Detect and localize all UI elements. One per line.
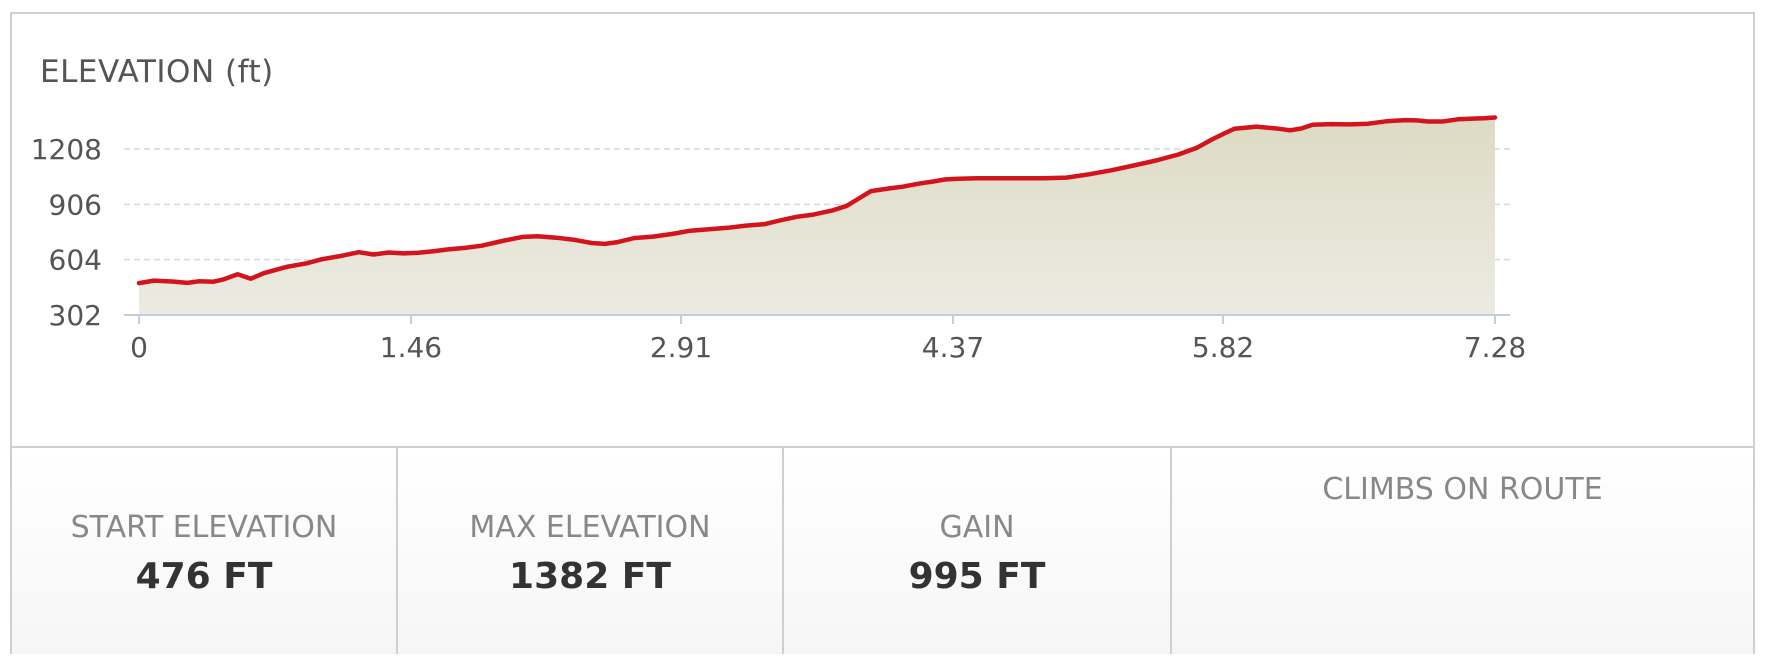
elevation-chart: ELEVATION (ft) 302 604 906 1208 0 1.46 2.91 4.3… bbox=[12, 14, 1753, 446]
stat-label: MAX ELEVATION bbox=[469, 510, 711, 545]
y-tick-label: 604 bbox=[49, 244, 102, 277]
x-tick-label: 7.28 bbox=[1464, 331, 1526, 364]
y-tick-label: 302 bbox=[49, 299, 102, 332]
x-tick-label: 1.46 bbox=[380, 331, 442, 364]
x-tick-label: 2.91 bbox=[650, 331, 712, 364]
elevation-line bbox=[136, 115, 1498, 286]
x-tick-label: 4.37 bbox=[922, 331, 984, 364]
stat-value: 1382 FT bbox=[509, 556, 671, 597]
y-tick-label: 1208 bbox=[31, 133, 102, 166]
stats-bar: START ELEVATION 476 FT MAX ELEVATION 138… bbox=[12, 446, 1753, 654]
climbs-label: CLIMBS ON ROUTE bbox=[1322, 472, 1603, 507]
elevation-area bbox=[139, 117, 1495, 315]
stat-start-elevation: START ELEVATION 476 FT bbox=[12, 448, 398, 654]
x-tick-label: 0 bbox=[130, 331, 148, 364]
stat-max-elevation: MAX ELEVATION 1382 FT bbox=[398, 448, 784, 654]
x-tick-label: 5.82 bbox=[1192, 331, 1254, 364]
climbs-on-route: CLIMBS ON ROUTE bbox=[1172, 448, 1753, 654]
stat-label: START ELEVATION bbox=[70, 510, 338, 545]
stat-value: 476 FT bbox=[135, 556, 273, 597]
y-tick-label: 906 bbox=[49, 188, 102, 221]
chart-title: ELEVATION (ft) bbox=[40, 54, 274, 90]
elevation-chart-svg: 302 604 906 1208 0 1.46 2.91 4.37 5.82 7.28 bbox=[31, 115, 1526, 364]
stat-gain: GAIN 995 FT bbox=[784, 448, 1172, 654]
stat-value: 995 FT bbox=[908, 556, 1046, 597]
stat-label: GAIN bbox=[939, 510, 1015, 545]
elevation-panel: ELEVATION (ft) 302 604 906 1208 0 1.46 2.91 4.3… bbox=[10, 12, 1755, 654]
